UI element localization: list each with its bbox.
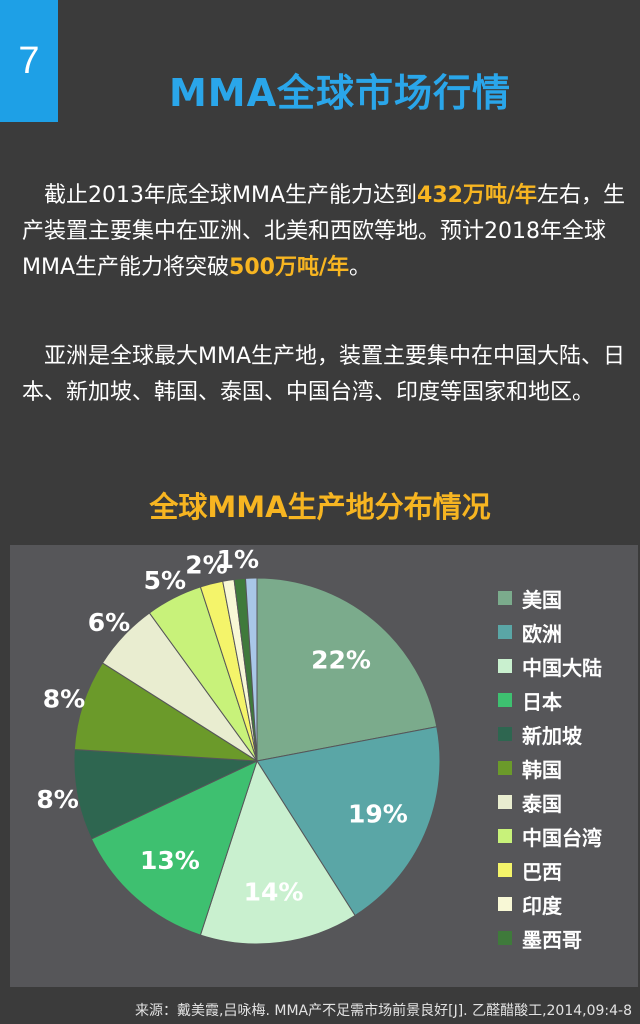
legend-label: 巴西 xyxy=(522,859,562,884)
legend-swatch xyxy=(498,625,512,639)
legend-label: 新加坡 xyxy=(522,723,582,748)
legend-swatch xyxy=(498,693,512,707)
legend-item-0: 美国 xyxy=(498,581,602,615)
legend-item-3: 日本 xyxy=(498,683,602,717)
legend-swatch xyxy=(498,727,512,741)
capacity-2013-highlight: 432万吨/年 xyxy=(417,183,537,208)
legend-item-5: 韩国 xyxy=(498,751,602,785)
legend-label: 韩国 xyxy=(522,757,562,782)
legend-swatch xyxy=(498,931,512,945)
legend-swatch xyxy=(498,897,512,911)
legend-label: 美国 xyxy=(522,587,562,612)
chart-title: 全球MMA生产地分布情况 xyxy=(149,490,491,524)
legend-swatch xyxy=(498,761,512,775)
pie-data-label-0: 22% xyxy=(311,645,371,674)
legend-label: 中国台湾 xyxy=(522,825,602,850)
legend-label: 墨西哥 xyxy=(522,927,582,952)
legend-swatch xyxy=(498,863,512,877)
pie-data-label-4: 8% xyxy=(36,785,78,814)
intro-text-1: 截止2013年底全球MMA生产能力达到 xyxy=(22,183,418,208)
legend-item-7: 中国台湾 xyxy=(498,819,602,853)
legend-label: 日本 xyxy=(522,689,562,714)
pie-data-label-10: 1% xyxy=(217,545,259,574)
pie-data-label-1: 19% xyxy=(348,799,408,828)
legend-label: 欧洲 xyxy=(522,621,562,646)
pie-data-label-8: 2% xyxy=(185,550,227,579)
legend-swatch xyxy=(498,795,512,809)
intro-paragraph: 截止2013年底全球MMA生产能力达到432万吨/年左右，生产装置主要集中在亚洲… xyxy=(22,178,626,286)
pie-data-label-7: 5% xyxy=(144,566,186,595)
pie-chart: 22% 19% 14% 13% 8% 8% 6% 5%2%1% xyxy=(36,545,441,945)
pie-data-label-2: 14% xyxy=(244,878,304,907)
legend-item-8: 巴西 xyxy=(498,853,602,887)
legend-label: 印度 xyxy=(522,893,562,918)
legend-item-10: 墨西哥 xyxy=(498,921,602,955)
legend-item-4: 新加坡 xyxy=(498,717,602,751)
chart-legend: 美国欧洲中国大陆日本新加坡韩国泰国中国台湾巴西印度墨西哥 xyxy=(498,581,602,955)
intro-text-3: 。 xyxy=(348,255,371,280)
intro-text-2: 左右，生产装置主要集中在亚洲、北美和西欧等地。预计2018年全球MMA生产能力将… xyxy=(22,183,625,280)
capacity-2018-highlight: 500万吨/年 xyxy=(229,255,349,280)
pie-slice-11 xyxy=(244,577,258,762)
legend-swatch xyxy=(498,829,512,843)
page-title: MMA全球市场行情 xyxy=(168,71,512,115)
legend-label: 泰国 xyxy=(522,791,562,816)
legend-item-2: 中国大陆 xyxy=(498,649,602,683)
pie-data-label-6: 6% xyxy=(88,608,130,637)
pie-slice-5 xyxy=(73,662,258,762)
page-number: 7 xyxy=(0,0,58,122)
legend-swatch xyxy=(498,659,512,673)
source-citation: 来源：戴美霞,吕咏梅. MMA产不足需市场前景良好[J]. 乙醛醋酸工,2014… xyxy=(135,1003,632,1019)
pie-slice-3 xyxy=(90,760,258,936)
pie-data-label-5: 8% xyxy=(43,684,85,713)
legend-item-9: 印度 xyxy=(498,887,602,921)
pie-slice-1 xyxy=(256,726,441,917)
pie-slice-2 xyxy=(199,759,356,945)
chart-panel: 22% 19% 14% 13% 8% 8% 6% 5% 2% 1% 美国欧洲中国大陆日本新加坡韩国… xyxy=(10,545,638,987)
pie-slice-4 xyxy=(73,748,258,840)
legend-swatch xyxy=(498,591,512,605)
legend-item-6: 泰国 xyxy=(498,785,602,819)
legend-label: 中国大陆 xyxy=(522,655,602,680)
pie-data-label-3: 13% xyxy=(140,846,200,875)
asia-paragraph: 亚洲是全球最大MMA生产地，装置主要集中在中国大陆、日本、新加坡、韩国、泰国、中… xyxy=(22,344,626,405)
legend-item-1: 欧洲 xyxy=(498,615,602,649)
pie-slice-0 xyxy=(256,577,438,762)
